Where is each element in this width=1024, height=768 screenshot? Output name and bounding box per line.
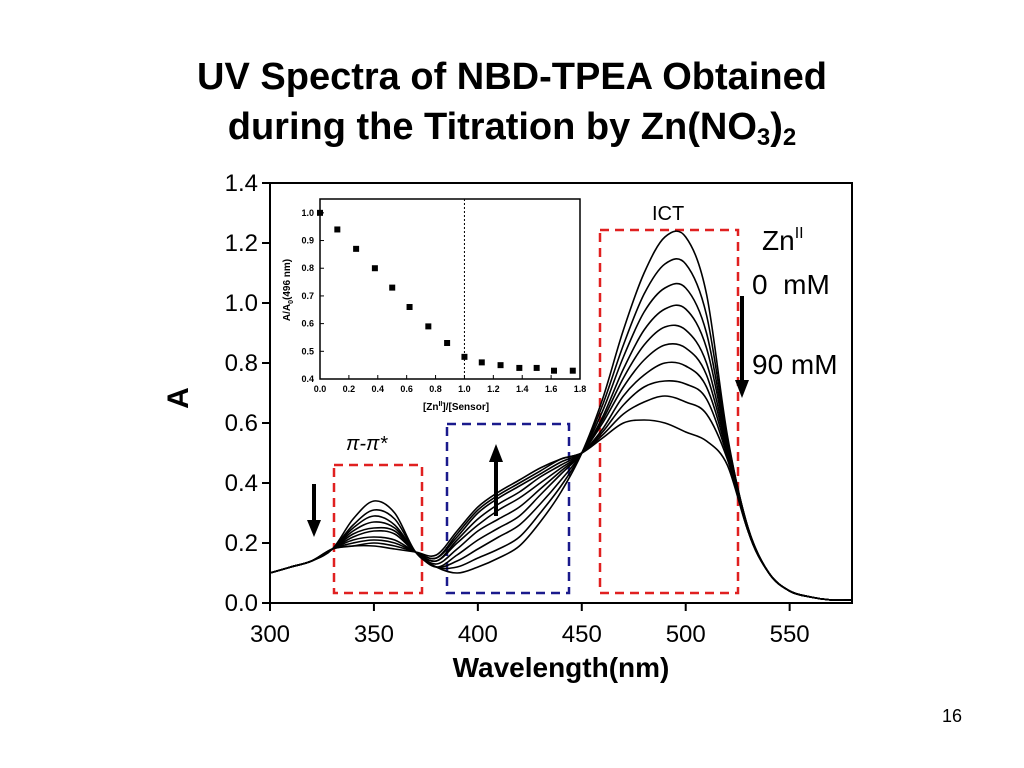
- main-axis-ticks: 300 350 400 450 500 550 0.0 0.2 0.4 0.6 0.8 1.0 1.2 1…: [225, 170, 810, 648]
- main-y-tick-label: 0.6: [225, 410, 258, 437]
- inset-x-tick-label: 0.4: [372, 384, 385, 394]
- inset-data-point: [461, 353, 468, 360]
- main-y-tick-label: 0.8: [225, 350, 258, 377]
- inset-x-label-main: [Zn: [423, 402, 439, 413]
- inset-data-point: [317, 209, 323, 216]
- inset-y-axis-label: A/A0(496 nm): [282, 259, 295, 321]
- inset-x-label-rest: ]/[Sensor]: [442, 402, 489, 413]
- pi-pi-label: π-π*: [346, 433, 388, 455]
- inset-data-point: [478, 359, 485, 366]
- pi-pi-region-box: [332, 463, 424, 595]
- main-x-tick-label: 300: [250, 621, 290, 648]
- title-line-2: during the Titration by Zn(NO3)2: [0, 102, 1024, 152]
- main-y-axis-label: A: [162, 387, 195, 409]
- main-x-axis-label: Wavelength(nm): [453, 652, 670, 683]
- inset-axis-ticks: 0.0 0.2 0.4 0.6 0.8 1.0 1.2 1.4 1.6 1.8 0.4 0.5 0.6 0…: [301, 199, 586, 394]
- inset-x-tick-label: 1.6: [545, 384, 558, 394]
- inset-y-label-main: A/A: [282, 304, 293, 321]
- inset-x-tick-label: 0.0: [314, 384, 327, 394]
- ict-label: ICT: [652, 203, 684, 225]
- main-x-tick-label: 550: [770, 621, 810, 648]
- inset-y-tick-label: 0.5: [301, 346, 314, 356]
- title-close-paren: ): [770, 106, 783, 148]
- spectra-curves: [269, 230, 853, 602]
- concentration-start-label: 0 mM: [752, 269, 830, 300]
- main-y-tick-label: 1.0: [225, 290, 258, 317]
- inset-data-point: [569, 367, 576, 374]
- zn-label-main: Zn: [762, 225, 795, 256]
- inset-x-tick-label: 1.2: [487, 384, 500, 394]
- inset-x-tick-label: 1.8: [574, 384, 587, 394]
- ict-region-box: [598, 228, 740, 595]
- inset-y-tick-label: 0.7: [301, 291, 314, 301]
- concentration-end-label: 90 mM: [752, 349, 838, 380]
- main-x-tick-label: 500: [666, 621, 706, 648]
- main-y-tick-label: 0.0: [225, 590, 258, 617]
- inset-data-point: [371, 265, 378, 272]
- inset-data-point: [444, 340, 451, 346]
- zn-label: ZnII: [762, 225, 804, 256]
- isosbestic-rise-region-box: [445, 422, 571, 595]
- ict-decrease-arrow: [735, 296, 749, 398]
- inset-x-tick-label: 0.8: [429, 384, 442, 394]
- inset-y-label-rest: (496 nm): [282, 259, 293, 300]
- main-x-tick-label: 350: [354, 621, 394, 648]
- inset-x-tick-label: 0.6: [400, 384, 413, 394]
- main-y-tick-label: 1.2: [225, 230, 258, 257]
- spectrum-curve-10: [269, 419, 853, 602]
- inset-y-tick-label: 0.4: [301, 374, 314, 384]
- inset-data-point: [389, 284, 396, 291]
- title-line-1: UV Spectra of NBD-TPEA Obtained: [197, 56, 827, 98]
- inset-x-tick-label: 0.2: [343, 384, 356, 394]
- inset-x-tick-label: 1.4: [516, 384, 529, 394]
- slide-title: UV Spectra of NBD-TPEA Obtained during t…: [0, 52, 1024, 152]
- inset-x-tick-label: 1.0: [458, 384, 471, 394]
- inset-y-tick-label: 0.8: [301, 263, 314, 273]
- inset-data-point: [425, 323, 432, 330]
- spectrum-curve-9: [269, 395, 853, 602]
- main-y-tick-label: 0.4: [225, 470, 258, 497]
- main-y-tick-label: 0.2: [225, 530, 258, 557]
- zn-label-superscript: II: [795, 225, 804, 242]
- intermediate-increase-arrow: [489, 444, 503, 516]
- pi-decrease-arrow: [307, 484, 321, 537]
- title-line-2-prefix: during the Titration by Zn(NO: [227, 106, 757, 148]
- inset-data-point: [551, 367, 557, 374]
- inset-background: [317, 198, 582, 381]
- title-subscript-3: 3: [756, 124, 771, 151]
- inset-y-tick-label: 1.0: [301, 208, 314, 218]
- inset-data-point: [353, 245, 360, 252]
- title-subscript-2: 2: [782, 124, 797, 151]
- inset-x-label-sup: II: [438, 401, 442, 408]
- inset-data-point: [516, 364, 523, 371]
- inset-data-point: [533, 364, 540, 371]
- main-x-tick-label: 400: [458, 621, 498, 648]
- main-plot-frame: [269, 182, 853, 604]
- inset-data-points: [317, 209, 576, 374]
- inset-x-axis-label: [ZnII]/[Sensor]: [423, 401, 489, 413]
- main-y-tick-label: 1.4: [225, 170, 258, 197]
- inset-data-point: [497, 362, 504, 369]
- inset-data-point: [334, 226, 341, 233]
- inset-plot-frame: [319, 198, 581, 380]
- inset-data-point: [406, 304, 413, 310]
- inset-y-label-sub: 0: [288, 300, 295, 304]
- main-x-tick-label: 450: [562, 621, 602, 648]
- inset-y-tick-label: 0.6: [301, 319, 314, 329]
- slide-number: 16: [941, 706, 962, 726]
- inset-y-tick-label: 0.9: [301, 236, 314, 246]
